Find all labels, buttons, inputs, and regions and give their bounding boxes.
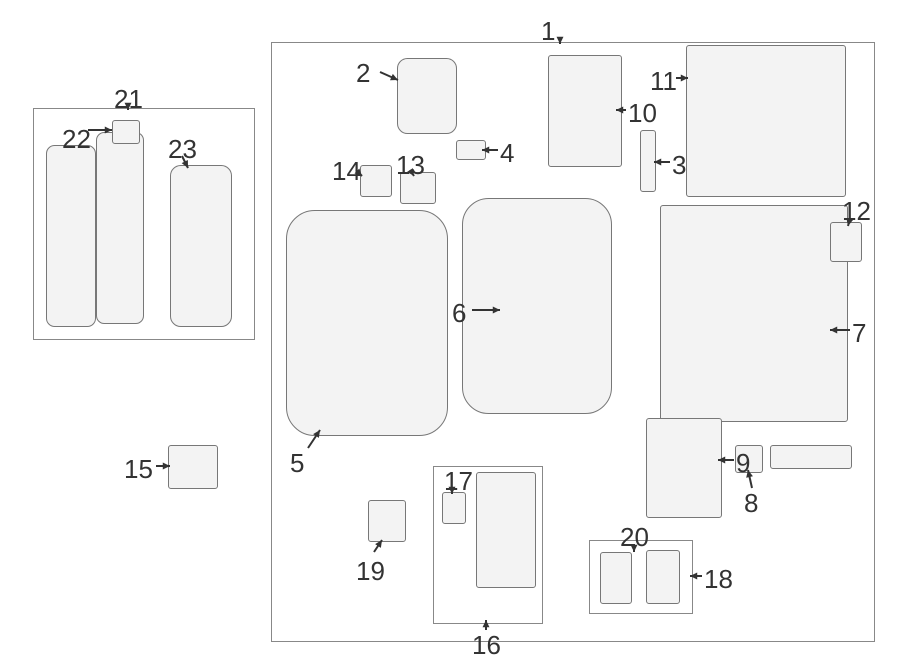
callout-label-12: 12 [842, 198, 871, 224]
part-16-box [476, 472, 536, 588]
callout-label-23: 23 [168, 136, 197, 162]
part-23-inner [170, 165, 232, 327]
callout-label-14: 14 [332, 158, 361, 184]
callout-label-4: 4 [500, 140, 514, 166]
part-18-b [646, 550, 680, 604]
callout-label-3: 3 [672, 152, 686, 178]
callout-label-17: 17 [444, 468, 473, 494]
part-09-armrest [646, 418, 722, 518]
exploded-diagram: 1234567891011121314151617181920212223 [0, 0, 900, 661]
callout-label-18: 18 [704, 566, 733, 592]
part-02-headrest [397, 58, 457, 134]
callout-label-6: 6 [452, 300, 466, 326]
part-14-a [360, 165, 392, 197]
callout-label-22: 22 [62, 126, 91, 152]
part-07-frame [660, 205, 848, 422]
part-22-clip [112, 120, 140, 144]
callout-label-5: 5 [290, 450, 304, 476]
callout-label-16: 16 [472, 632, 501, 658]
callout-label-8: 8 [744, 490, 758, 516]
callout-label-9: 9 [736, 450, 750, 476]
part-18-a [600, 552, 632, 604]
part-12-latch [830, 222, 862, 262]
callout-label-20: 20 [620, 524, 649, 550]
part-11-panel [686, 45, 846, 197]
part-05-cover [286, 210, 448, 436]
callout-label-21: 21 [114, 86, 143, 112]
callout-label-2: 2 [356, 60, 370, 86]
callout-label-11: 11 [650, 68, 677, 94]
part-21-bolster-r [96, 132, 144, 324]
part-08-bolt [770, 445, 852, 469]
callout-label-15: 15 [124, 456, 153, 482]
callout-label-1: 1 [541, 18, 555, 44]
part-06-pad [462, 198, 612, 414]
part-04-grommet [456, 140, 486, 160]
callout-label-19: 19 [356, 558, 385, 584]
callout-label-7: 7 [852, 320, 866, 346]
part-17-clip [442, 492, 466, 524]
callout-label-13: 13 [396, 152, 425, 178]
callout-label-10: 10 [628, 100, 657, 126]
part-21-bolster-l [46, 145, 96, 327]
part-19-lever [368, 500, 406, 542]
part-10-mesh [548, 55, 622, 167]
part-03-guide [640, 130, 656, 192]
part-15-bracket [168, 445, 218, 489]
